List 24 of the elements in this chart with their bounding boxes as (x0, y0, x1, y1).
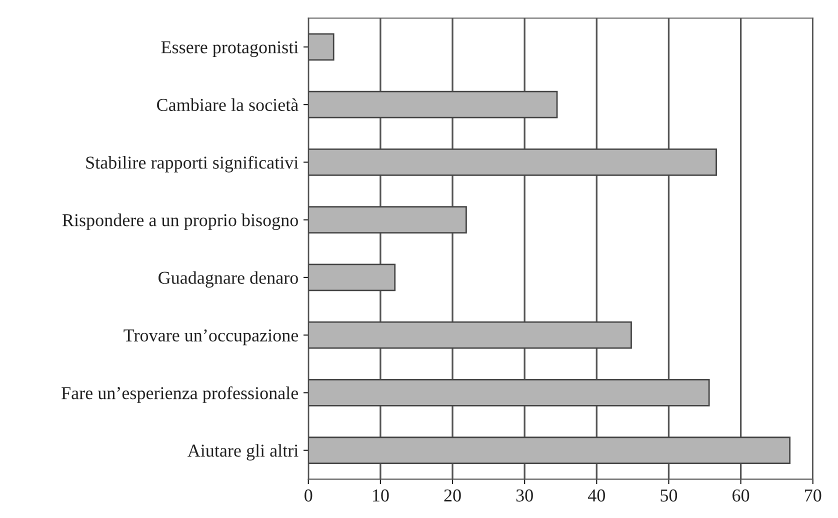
bar (308, 206, 467, 234)
bar (308, 436, 790, 464)
x-tick-label: 70 (805, 489, 822, 502)
y-tick-label: Guadagnare denaro (158, 271, 298, 288)
x-tick-label: 50 (660, 489, 678, 502)
x-tick-label: 10 (373, 489, 389, 502)
bar (308, 379, 710, 406)
y-tick-label: Aiutare gli altri (188, 444, 298, 460)
y-tick-label: Rispondere a un proprio bisogno (62, 214, 298, 230)
x-tick-label: 20 (444, 489, 461, 502)
x-tick-label: 30 (516, 489, 533, 502)
y-tick-label: Trovare un’occupazione (124, 329, 298, 346)
y-tick-label: Stabilire rapporti significativi (86, 156, 298, 172)
bar (308, 321, 632, 349)
bar (308, 148, 717, 176)
bar (308, 264, 396, 292)
y-tick-label: Essere protagonisti (161, 41, 298, 58)
y-tick-label: Fare un’esperienza professionale (62, 386, 298, 403)
bar (308, 90, 558, 118)
bar (308, 33, 334, 61)
y-tick-label: Cambiare la società (157, 98, 298, 112)
x-tick-label: 40 (588, 489, 605, 502)
x-tick-label: 60 (732, 489, 750, 502)
x-tick-label: 0 (304, 489, 312, 502)
